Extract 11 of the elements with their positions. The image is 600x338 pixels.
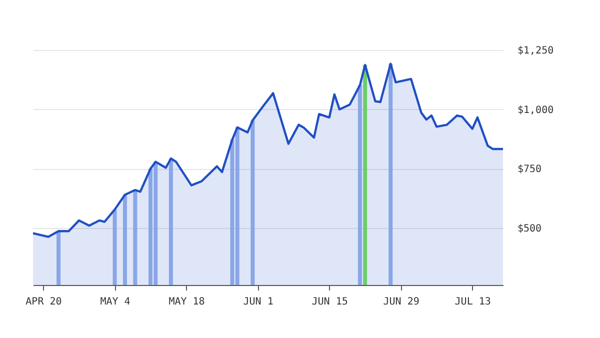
y-tick-label: $500 — [518, 224, 542, 235]
y-tick-label: $1,250 — [518, 46, 554, 56]
x-tick-label: MAY 18 — [168, 296, 205, 308]
y-tick-label: $750 — [518, 164, 542, 176]
x-tick-label: JUN 1 — [243, 296, 274, 308]
x-tick-label: MAY 4 — [100, 296, 130, 308]
x-tick-label: JUN 15 — [312, 296, 348, 308]
x-tick-label: JUN 29 — [383, 296, 420, 308]
y-tick-label: $1,000 — [518, 104, 554, 116]
x-tick-label: APR 20 — [26, 296, 62, 308]
x-tick-label: JUL 13 — [454, 296, 491, 308]
